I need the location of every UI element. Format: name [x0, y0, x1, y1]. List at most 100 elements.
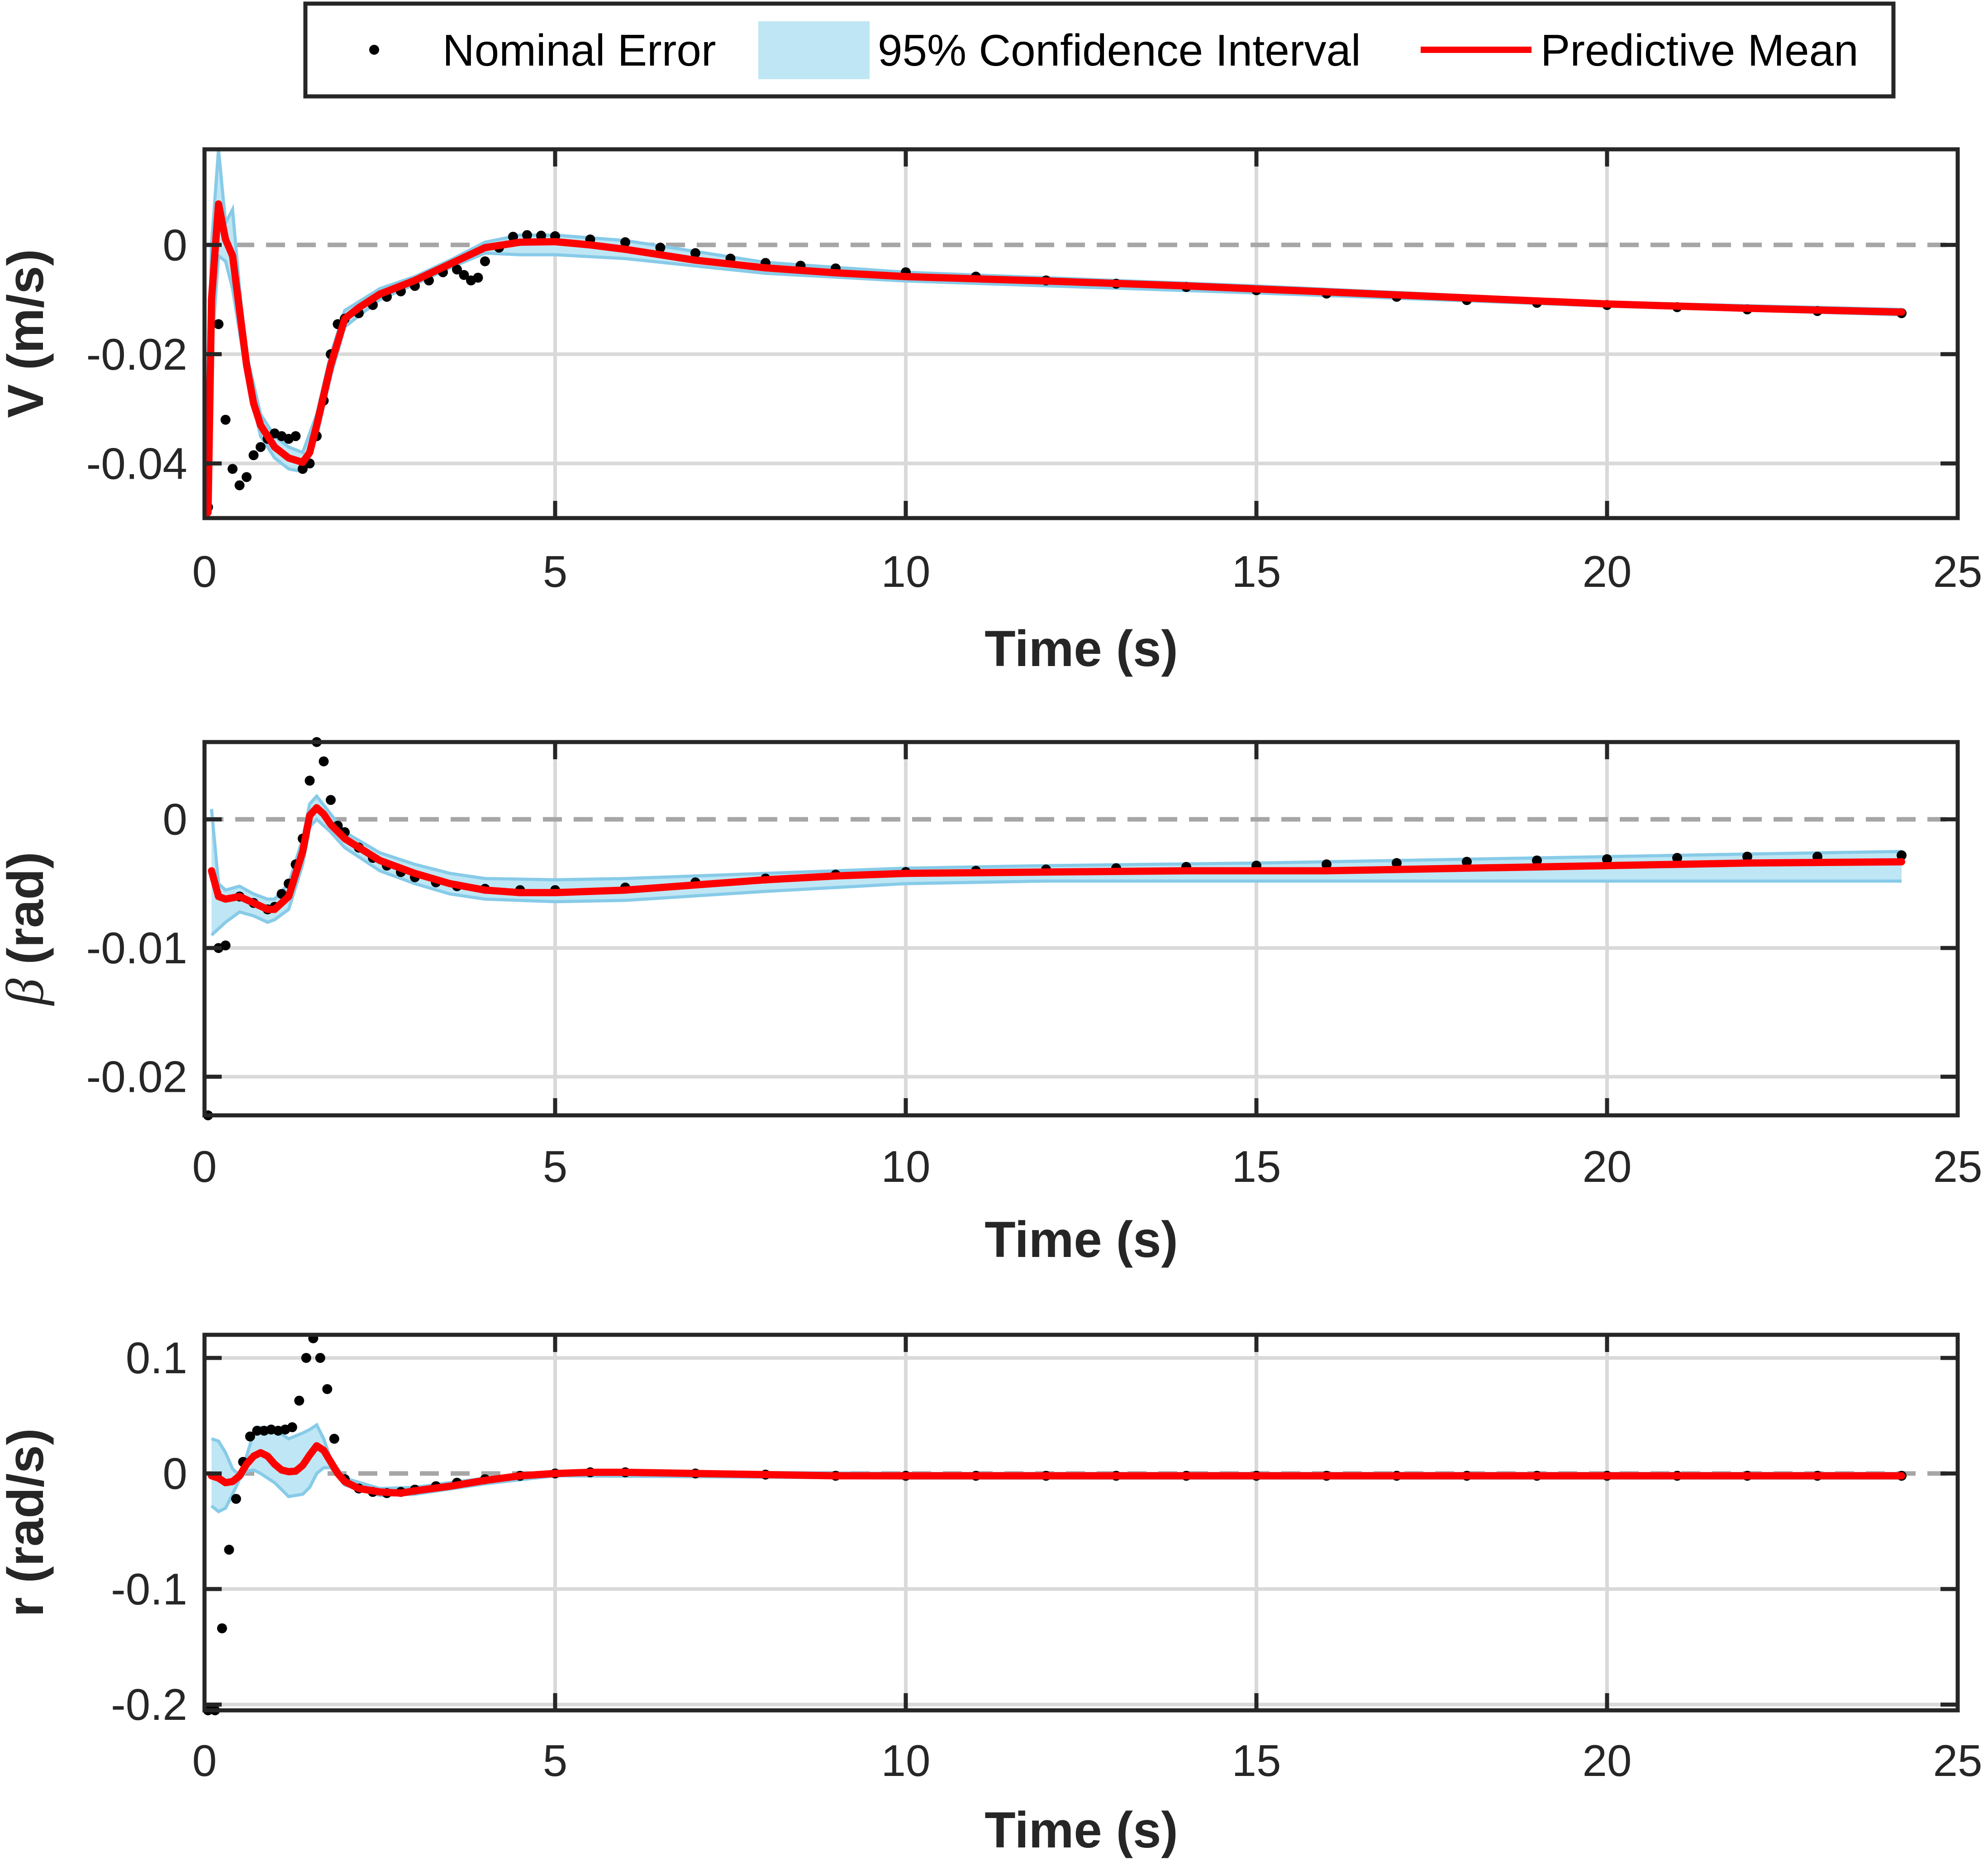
nominal-error-point: [473, 272, 483, 283]
nominal-error-point: [214, 319, 224, 329]
nominal-error-point: [220, 414, 231, 425]
x-tick-label: 20: [1582, 1736, 1631, 1785]
panel-1-points: [203, 737, 1907, 1120]
y-tick-label: -0.2: [111, 1680, 187, 1729]
nominal-error-point: [452, 264, 462, 275]
ci-lower-edge: [206, 251, 1902, 519]
nominal-error-point: [1322, 859, 1332, 870]
nominal-error-point: [536, 230, 546, 241]
panel-2-mean-line: [208, 1442, 1905, 1497]
nominal-error-point: [1532, 855, 1542, 866]
y-tick-label: 0: [162, 220, 187, 270]
legend-ci-swatch: [758, 21, 870, 79]
panel-0-xlabel: Time (s): [984, 620, 1178, 677]
nominal-error-point: [298, 464, 308, 474]
panel-2-points: [203, 1333, 1907, 1715]
y-tick-label: -0.1: [111, 1564, 187, 1614]
nominal-error-point: [329, 1433, 339, 1444]
nominal-error-point: [294, 1395, 304, 1406]
nominal-error-point: [242, 472, 252, 482]
y-tick-label: 0.1: [126, 1333, 187, 1383]
panel-0-xticks: 0 5 10 15 20 25: [192, 149, 1983, 596]
panel-2-frame: [202, 1333, 1960, 1713]
nominal-error-point: [1897, 850, 1907, 861]
y-tick-label: -0.02: [86, 329, 187, 379]
legend-label-ci: 95% Confidence Interval: [878, 25, 1361, 75]
panel-0-mean-line: [204, 200, 1905, 516]
nominal-error-point: [480, 256, 490, 267]
x-tick-label: 5: [543, 547, 568, 596]
nominal-error-point: [220, 940, 231, 951]
legend: Nominal Error 95% Confidence Interval Pr…: [303, 1, 1896, 99]
x-tick-label: 15: [1232, 1736, 1281, 1785]
nominal-error-point: [234, 480, 245, 490]
x-tick-label: 10: [881, 547, 930, 596]
nominal-error-point: [655, 243, 666, 253]
nominal-error-point: [322, 1384, 333, 1394]
nominal-error-point: [690, 248, 700, 258]
nominal-error-point: [326, 795, 336, 805]
y-tick-label: -0.01: [86, 923, 187, 973]
nominal-error-point: [304, 776, 315, 786]
panel-1-xlabel: Time (s): [984, 1211, 1178, 1268]
x-tick-label: 5: [543, 1736, 568, 1785]
x-tick-label: 0: [192, 1142, 217, 1191]
predictive-mean-line: [208, 1442, 1905, 1497]
nominal-error-point: [522, 230, 532, 240]
ci-lower-edge: [210, 817, 1902, 937]
nominal-error-point: [228, 464, 238, 474]
panel-2-ci-band: [210, 1423, 1902, 1514]
nominal-error-point: [287, 1422, 297, 1433]
panel-1-xticks: 0 5 10 15 20 25: [192, 742, 1983, 1191]
panel-0-frame: [202, 147, 1960, 520]
x-tick-label: 25: [1933, 547, 1982, 596]
panel-1-grid: [205, 742, 1958, 1115]
nominal-error-point: [1392, 858, 1402, 868]
panel-velocity: 0 5 10 15 20 25 -0.04 -0.02 0 Time (s) V (m/s): [0, 147, 1983, 677]
ci-band-area: [211, 1425, 1902, 1512]
panel-1-ylabel-symbol: β: [0, 978, 55, 1006]
nominal-error-point: [301, 1353, 311, 1363]
y-tick-label: 0: [162, 795, 187, 844]
legend-points-marker: [369, 45, 379, 55]
nominal-error-point: [248, 450, 259, 461]
panel-0-ylabel: V (m/s): [0, 249, 54, 418]
panel-1-ylabel-unit: (rad): [0, 852, 54, 979]
nominal-error-point: [256, 442, 266, 452]
panel-1-ylabel: β (rad): [0, 852, 55, 1006]
y-tick-label: -0.02: [86, 1052, 187, 1102]
panel-2-ylabel: r (rad/s): [0, 1428, 54, 1617]
predictive-mean-line: [208, 804, 1905, 913]
x-tick-label: 15: [1232, 1142, 1281, 1191]
legend-label-mean: Predictive Mean: [1541, 25, 1859, 75]
x-tick-label: 25: [1933, 1736, 1982, 1785]
x-tick-label: 15: [1232, 547, 1281, 596]
panel-2-yticks: -0.2 -0.1 0 0.1: [111, 1333, 1958, 1729]
x-tick-label: 10: [881, 1736, 930, 1785]
panel-0-points: [203, 230, 1907, 512]
x-tick-label: 25: [1933, 1142, 1982, 1191]
nominal-error-point: [224, 1545, 234, 1555]
panel-2-grid: [205, 1335, 1958, 1710]
nominal-error-point: [1462, 857, 1472, 867]
predictive-mean-line: [204, 200, 1905, 516]
nominal-error-point: [508, 232, 518, 242]
panel-1-mean-line: [208, 804, 1905, 913]
nominal-error-point: [1742, 852, 1752, 862]
nominal-error-point: [319, 756, 329, 766]
x-tick-label: 5: [543, 1142, 568, 1191]
panel-2-xlabel: Time (s): [984, 1802, 1178, 1858]
nominal-error-point: [231, 1494, 241, 1504]
legend-box: [303, 1, 1896, 99]
legend-label-points: Nominal Error: [442, 25, 716, 75]
x-tick-label: 0: [192, 547, 217, 596]
panel-yaw-rate: 0 5 10 15 20 25 -0.2 -0.1 0 0.1 Time (s) r (rad/…: [0, 1333, 1983, 1858]
nominal-error-point: [290, 431, 301, 441]
nominal-error-point: [217, 1623, 227, 1633]
panel-1-frame: [202, 740, 1960, 1118]
x-tick-label: 10: [881, 1142, 930, 1191]
nominal-error-point: [459, 270, 469, 280]
panel-0-yticks: -0.04 -0.02 0: [86, 220, 1958, 488]
nominal-error-point: [1672, 853, 1682, 863]
